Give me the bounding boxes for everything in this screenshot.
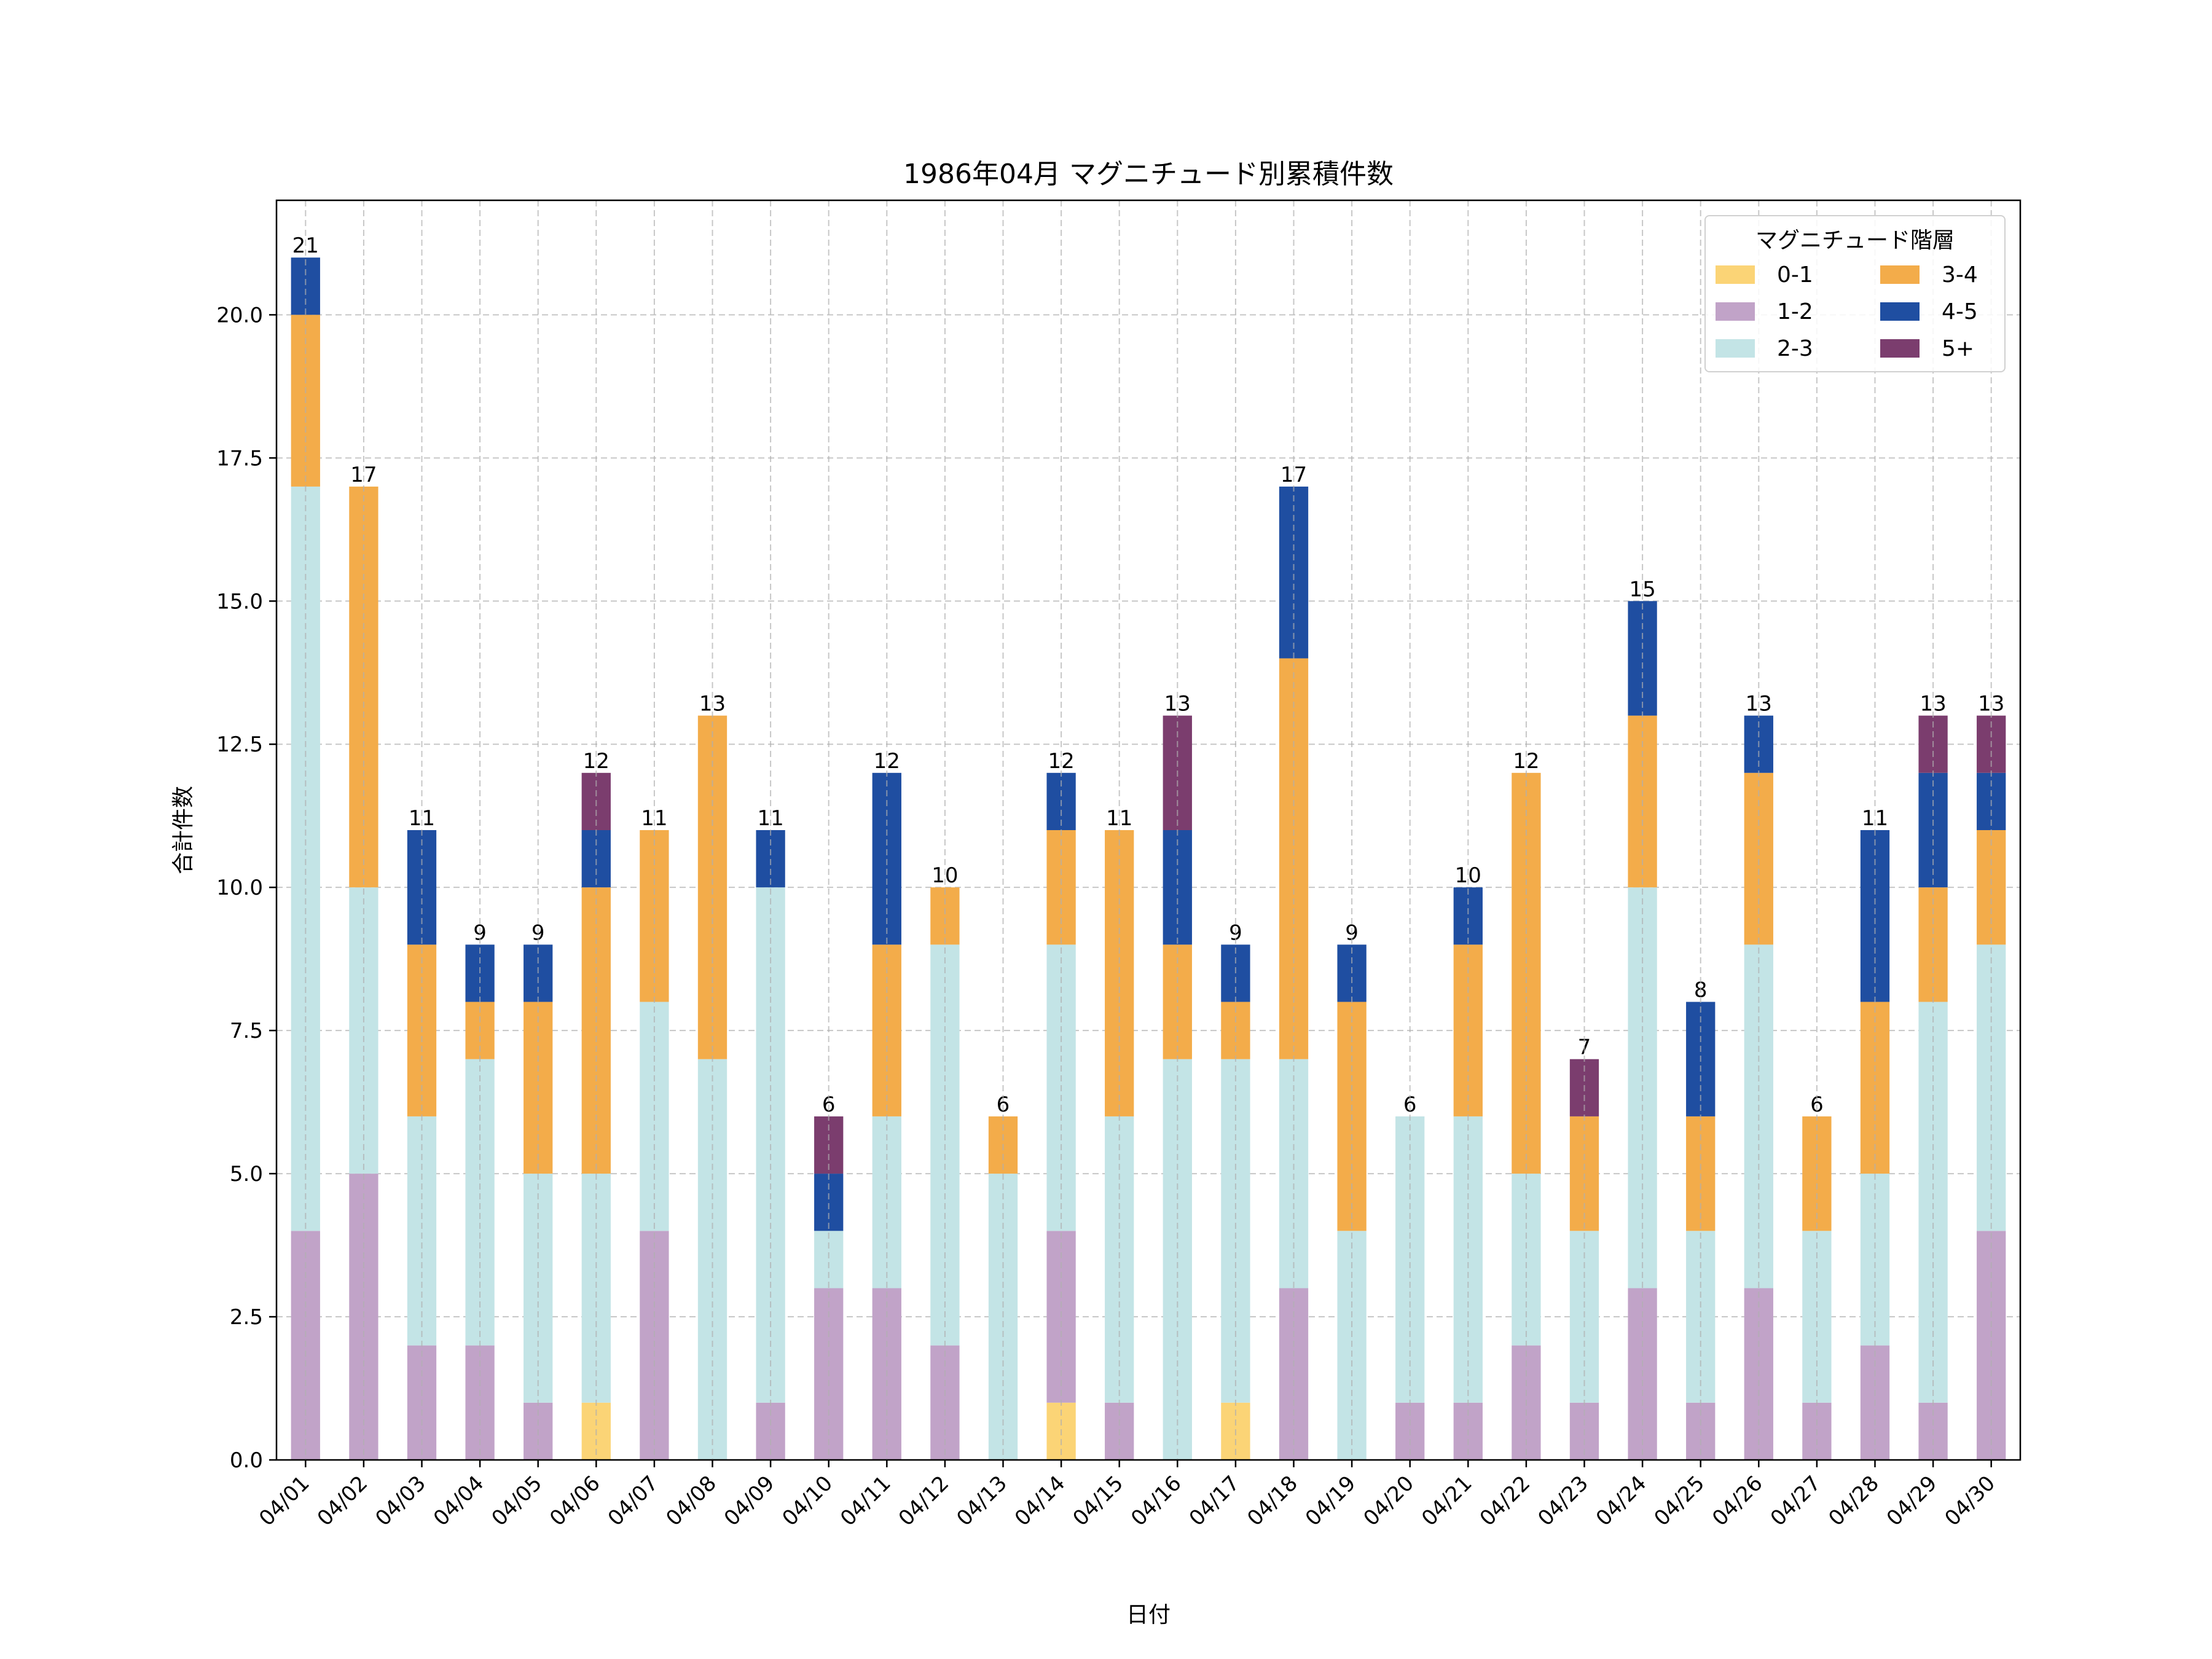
x-tick-label: 04/01 bbox=[254, 1471, 315, 1531]
bar-segment-3-4 bbox=[1046, 830, 1076, 945]
legend-swatch bbox=[1880, 339, 1920, 358]
x-tick-label: 04/26 bbox=[1708, 1471, 1768, 1531]
bars-layer bbox=[291, 257, 2006, 1460]
bar-segment-4-5 bbox=[1279, 486, 1309, 659]
legend-swatch bbox=[1716, 302, 1755, 321]
x-tick-label: 04/19 bbox=[1301, 1471, 1361, 1531]
bar-segment-4-5 bbox=[814, 1174, 844, 1231]
bar-segment-3-4 bbox=[1977, 830, 2006, 945]
legend-label: 5+ bbox=[1942, 335, 1975, 361]
x-tick-label: 04/29 bbox=[1882, 1471, 1942, 1531]
x-tick-label: 04/16 bbox=[1126, 1471, 1186, 1531]
x-tick-label: 04/14 bbox=[1010, 1471, 1070, 1531]
bar-segment-2-3 bbox=[1512, 1174, 1541, 1346]
bar-segment-2-3 bbox=[407, 1116, 437, 1346]
legend-label: 2-3 bbox=[1777, 335, 1813, 361]
y-axis: 0.0 2.5 5.0 7.5 10.0 12.5 15.0 17.5 20.0 bbox=[216, 303, 276, 1473]
x-tick-label: 04/15 bbox=[1068, 1471, 1128, 1531]
x-grid-overlay bbox=[305, 200, 1992, 1460]
y-tick-label: 7.5 bbox=[230, 1019, 263, 1043]
bar-segment-3-4 bbox=[1918, 887, 1948, 1002]
x-tick-label: 04/22 bbox=[1475, 1471, 1535, 1531]
bar-total-label: 6 bbox=[997, 1092, 1010, 1117]
y-tick-label: 20.0 bbox=[216, 303, 263, 327]
x-tick-label: 04/02 bbox=[313, 1471, 373, 1531]
legend-entry-5+: 5+ bbox=[1880, 331, 2022, 366]
y-tick-label: 12.5 bbox=[216, 732, 263, 757]
legend-swatch bbox=[1716, 339, 1755, 358]
x-tick-label: 04/28 bbox=[1824, 1471, 1884, 1531]
y-tick-label: 0.0 bbox=[230, 1448, 263, 1473]
legend-entry-3-4: 3-4 bbox=[1880, 257, 2022, 292]
bar-segment-4-5 bbox=[407, 830, 437, 945]
x-tick-label: 04/08 bbox=[661, 1471, 721, 1531]
legend-title: マグニチュード階層 bbox=[1755, 228, 1955, 253]
bar-total-label: 6 bbox=[822, 1092, 836, 1117]
x-tick-label: 04/18 bbox=[1242, 1471, 1303, 1531]
legend-entry-4-5: 4-5 bbox=[1880, 294, 2022, 329]
bar-segment-3-4 bbox=[930, 887, 960, 945]
bar-segment-3-4 bbox=[640, 830, 669, 1002]
x-tick-label: 04/23 bbox=[1533, 1471, 1593, 1531]
plot-frame bbox=[275, 199, 2022, 1461]
y-axis-label: 合計件数 bbox=[171, 786, 196, 874]
x-tick-label: 04/20 bbox=[1359, 1471, 1419, 1531]
x-tick-label: 04/03 bbox=[371, 1471, 431, 1531]
x-axis-label: 日付 bbox=[1126, 1602, 1171, 1628]
y-tick-label: 2.5 bbox=[230, 1305, 263, 1330]
bar-segment-2-3 bbox=[814, 1231, 844, 1288]
x-tick-label: 04/21 bbox=[1417, 1471, 1477, 1531]
x-tick-label: 04/09 bbox=[720, 1471, 780, 1531]
legend-label: 1-2 bbox=[1777, 299, 1813, 324]
legend-entry-1-2: 1-2 bbox=[1716, 294, 1857, 329]
x-tick-label: 04/11 bbox=[836, 1471, 896, 1531]
bar-total-label: 6 bbox=[1403, 1092, 1417, 1117]
legend-label: 0-1 bbox=[1777, 262, 1813, 288]
x-tick-label: 04/30 bbox=[1940, 1471, 2000, 1531]
x-axis: 04/0104/0204/0304/0404/0504/0604/0704/08… bbox=[254, 1460, 2000, 1531]
legend-swatch bbox=[1716, 265, 1755, 284]
bar-segment-4-5 bbox=[291, 257, 320, 315]
legend-swatch bbox=[1880, 265, 1920, 284]
legend-label: 4-5 bbox=[1942, 299, 1978, 324]
x-tick-label: 04/06 bbox=[545, 1471, 605, 1531]
bar-segment-4-5 bbox=[1163, 830, 1192, 945]
x-tick-label: 04/25 bbox=[1649, 1471, 1709, 1531]
x-tick-label: 04/12 bbox=[894, 1471, 954, 1531]
legend-label: 3-4 bbox=[1942, 262, 1978, 288]
x-tick-label: 04/05 bbox=[487, 1471, 547, 1531]
legend-swatch bbox=[1880, 302, 1920, 321]
x-tick-label: 04/17 bbox=[1185, 1471, 1245, 1531]
bar-total-label: 6 bbox=[1810, 1092, 1824, 1117]
bar-segment-4-5 bbox=[1453, 887, 1483, 945]
legend: マグニチュード階層 0-1 1-2 2-3 3-4 4-5 5+ bbox=[1704, 215, 2006, 372]
bar-segment-4-5 bbox=[1860, 830, 1890, 1002]
y-tick-label: 10.0 bbox=[216, 876, 263, 900]
x-tick-label: 04/04 bbox=[429, 1471, 489, 1531]
chart-title: 1986年04月 マグニチュード別累積件数 bbox=[903, 159, 1394, 190]
legend-entry-0-1: 0-1 bbox=[1716, 257, 1857, 292]
bar-segment-2-3 bbox=[1860, 1174, 1890, 1346]
x-tick-label: 04/27 bbox=[1766, 1471, 1826, 1531]
y-tick-label: 5.0 bbox=[230, 1162, 263, 1186]
legend-entry-2-3: 2-3 bbox=[1716, 331, 1857, 366]
y-tick-label: 15.0 bbox=[216, 589, 263, 614]
x-tick-label: 04/13 bbox=[952, 1471, 1012, 1531]
x-tick-label: 04/07 bbox=[603, 1471, 664, 1531]
x-tick-label: 04/24 bbox=[1591, 1471, 1652, 1531]
y-tick-label: 17.5 bbox=[216, 446, 263, 471]
x-tick-label: 04/10 bbox=[777, 1471, 837, 1531]
